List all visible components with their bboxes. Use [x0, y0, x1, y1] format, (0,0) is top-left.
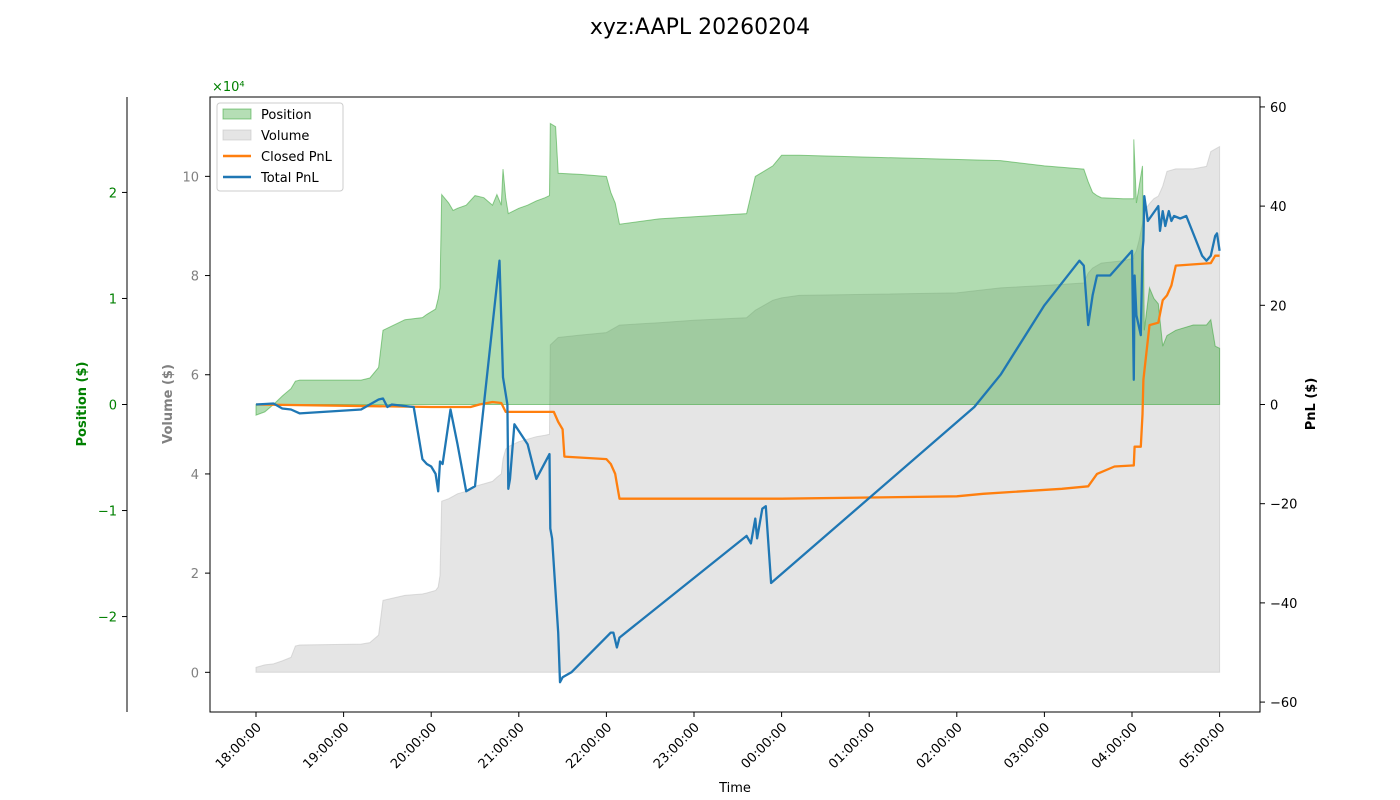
x-tick-label: 05:00:00 — [1177, 720, 1229, 772]
pnl-axis-ticks: −60 −40 −20 0 20 40 60 — [1260, 101, 1297, 711]
legend-label-total-pnl: Total PnL — [260, 171, 319, 186]
volume-tick-label: 0 — [191, 666, 199, 681]
x-axis-title: Time — [718, 781, 751, 796]
position-area — [255, 122, 1221, 416]
x-tick-label: 00:00:00 — [739, 720, 791, 772]
x-tick-label: 18:00:00 — [213, 720, 265, 772]
x-tick-label: 03:00:00 — [1001, 720, 1053, 772]
pnl-tick-label: −20 — [1270, 498, 1297, 513]
volume-tick-label: 6 — [191, 369, 199, 384]
volume-tick-label: 2 — [191, 567, 199, 582]
legend-box — [216, 102, 344, 192]
volume-tick-label: 10 — [182, 170, 199, 185]
x-tick-label: 22:00:00 — [563, 720, 615, 772]
x-tick-label: 20:00:00 — [388, 720, 440, 772]
volume-tick-label: 8 — [191, 270, 199, 285]
pnl-tick-label: −60 — [1270, 696, 1297, 711]
legend-label-volume: Volume — [261, 129, 309, 144]
legend-label-closed-pnl: Closed PnL — [261, 150, 333, 165]
pnl-tick-label: 20 — [1270, 299, 1287, 314]
volume-axis-ticks: 0 2 4 6 8 10 — [182, 170, 210, 681]
closed-pnl-line — [255, 254, 1220, 500]
position-exponent-label: ×10⁴ — [212, 80, 245, 95]
x-tick-label: 04:00:00 — [1089, 720, 1141, 772]
x-tick-label: 01:00:00 — [826, 720, 878, 772]
pnl-axis-title: PnL ($) — [1304, 378, 1319, 431]
x-axis-ticks: 18:00:00 19:00:00 20:00:00 21:00:00 22:00:00… — [213, 712, 1228, 772]
position-tick-label: 0 — [109, 399, 117, 414]
legend: Position Volume Closed PnL Total PnL — [216, 102, 344, 192]
position-tick-label: −2 — [98, 611, 117, 626]
fill-layer — [255, 122, 1221, 673]
pnl-tick-label: 0 — [1270, 399, 1278, 414]
volume-tick-label: 4 — [191, 468, 199, 483]
legend-label-position: Position — [261, 108, 312, 123]
position-tick-label: −1 — [98, 505, 117, 520]
x-tick-label: 23:00:00 — [651, 720, 703, 772]
total-pnl-line — [255, 195, 1221, 684]
x-tick-label: 02:00:00 — [914, 720, 966, 772]
pnl-tick-label: 40 — [1270, 200, 1287, 215]
pnl-tick-label: −40 — [1270, 597, 1297, 612]
position-tick-label: 2 — [109, 186, 117, 201]
position-axis-ticks: −2 −1 0 1 2 — [98, 186, 127, 626]
legend-swatch-position — [222, 108, 252, 120]
volume-axis-title: Volume ($) — [161, 364, 176, 444]
legend-swatch-volume — [222, 129, 252, 141]
x-tick-label: 21:00:00 — [476, 720, 528, 772]
line-layer — [255, 195, 1221, 684]
chart-title: xyz:AAPL 20260204 — [590, 15, 810, 40]
position-axis-title: Position ($) — [75, 362, 90, 447]
pnl-tick-label: 60 — [1270, 101, 1287, 116]
position-tick-label: 1 — [109, 292, 117, 307]
x-tick-label: 19:00:00 — [301, 720, 353, 772]
